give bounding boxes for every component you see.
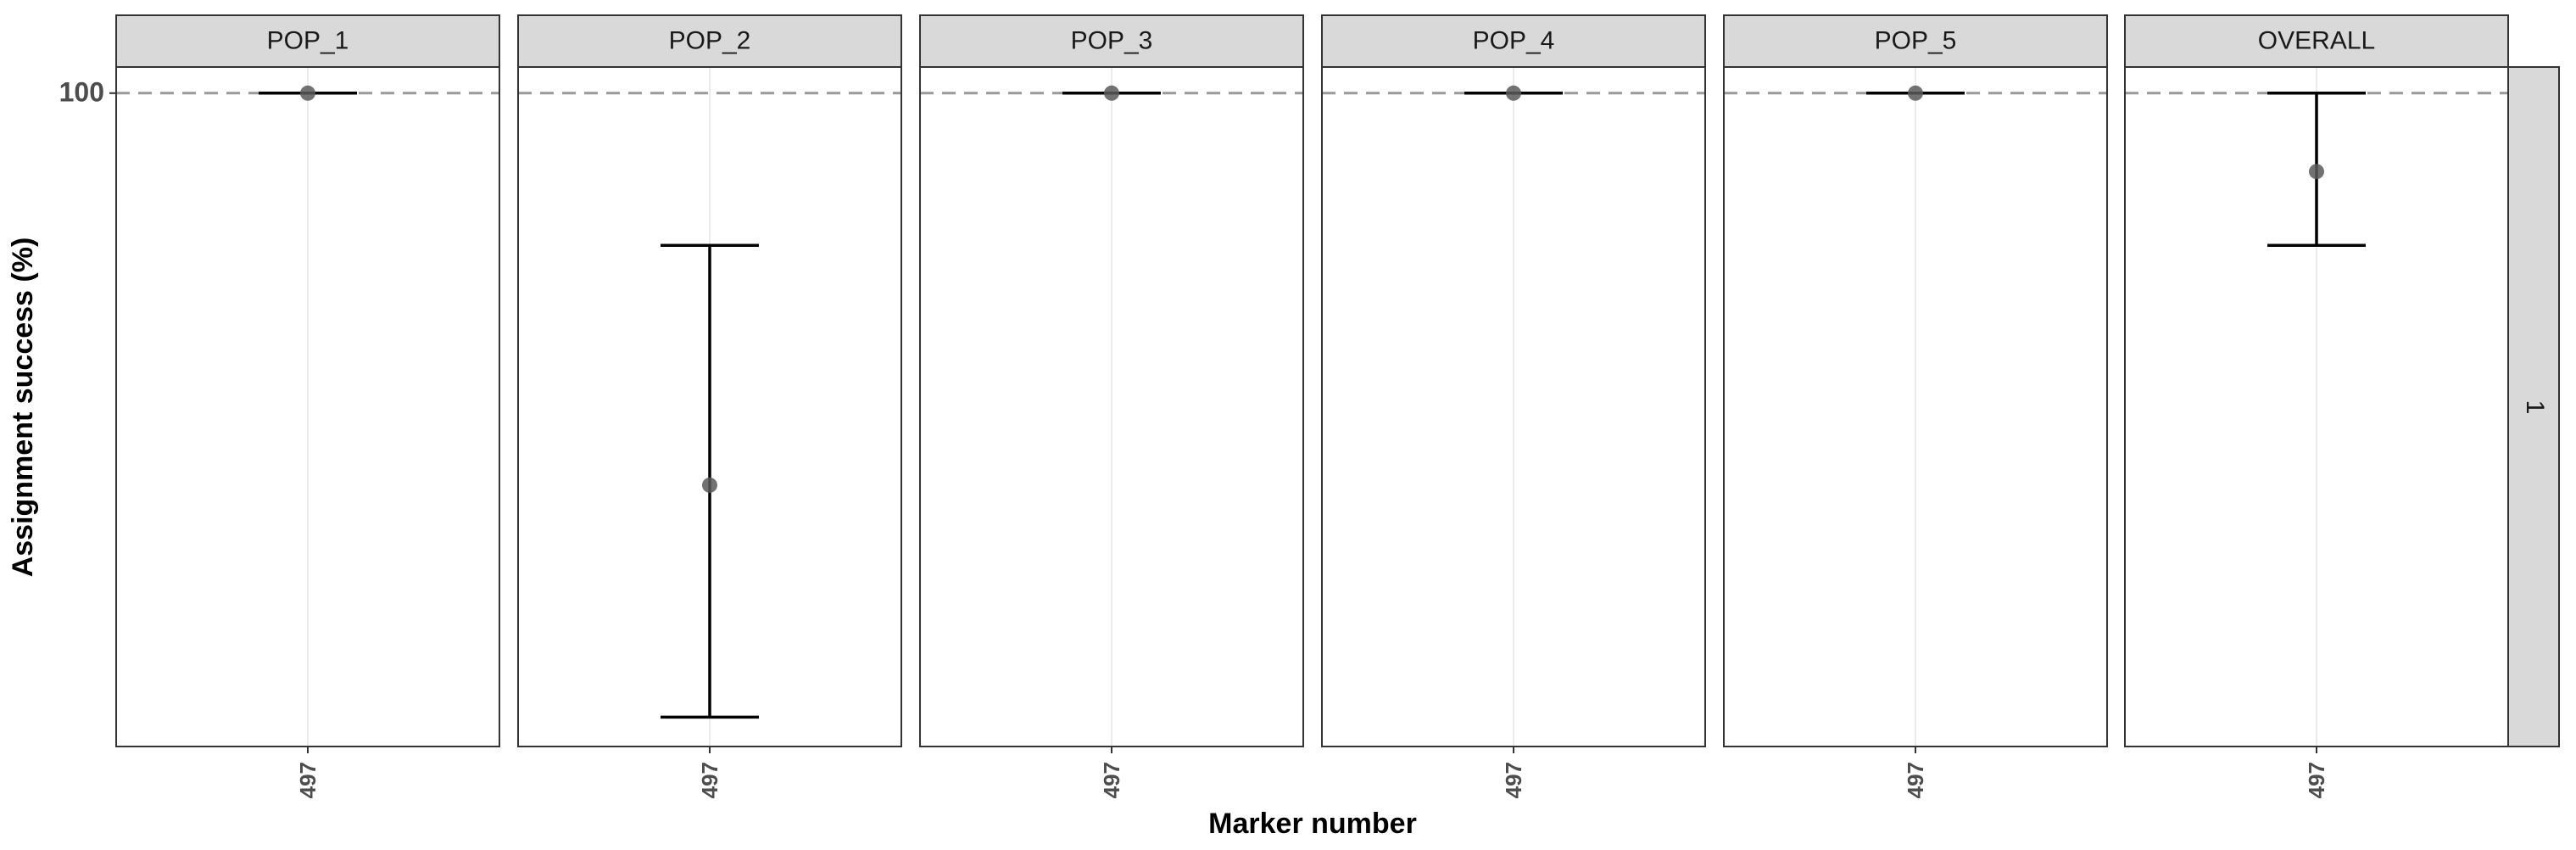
x-tick-label: 497 <box>295 762 321 798</box>
data-point <box>2309 164 2324 180</box>
y-tick-label: 100 <box>59 76 104 107</box>
row-strip-background <box>2507 66 2560 747</box>
facet-strip-label: POP_2 <box>669 26 751 54</box>
facet-strip-label: POP_5 <box>1875 26 1957 54</box>
data-point <box>300 85 315 101</box>
facet-strip-label: POP_3 <box>1071 26 1153 54</box>
row-strip-label: 1 <box>2521 400 2549 415</box>
x-axis-title: Marker number <box>1208 808 1417 840</box>
x-tick-label: 497 <box>2304 762 2329 798</box>
x-tick-label: 497 <box>1903 762 1928 798</box>
x-tick-label: 497 <box>697 762 722 798</box>
facet-panel: POP_4 497 <box>1321 14 1706 798</box>
facet-strip <box>1321 14 1706 68</box>
x-tick-label: 497 <box>1501 762 1526 798</box>
facet-panel: OVERALL 497 <box>2124 14 2509 798</box>
row-strip: 1 <box>2507 66 2560 747</box>
data-point <box>1908 85 1923 101</box>
facet-panel: POP_3 497 <box>919 14 1304 798</box>
data-point <box>702 477 717 493</box>
x-tick-label: 497 <box>1099 762 1124 798</box>
facet-panel: POP_1 497 <box>115 14 500 798</box>
facet-strip <box>115 14 500 68</box>
y-axis: 100 <box>59 76 116 107</box>
facet-strip-label: POP_1 <box>267 26 349 54</box>
facet-strip-label: OVERALL <box>2258 26 2375 54</box>
facet-strip <box>517 14 902 68</box>
data-point <box>1506 85 1521 101</box>
facet-strip <box>1723 14 2108 68</box>
facet-strip <box>919 14 1304 68</box>
y-axis-title: Assignment success (%) <box>7 238 39 578</box>
facet-panel: POP_5 497 <box>1723 14 2108 798</box>
facet-strip-label: POP_4 <box>1473 26 1555 54</box>
data-point <box>1104 85 1119 101</box>
panels-layer: POP_1 497 POP_2 497 POP_3 497 POP_4 497 POP_5 497… <box>115 14 2509 798</box>
facet-panel: POP_2 497 <box>517 14 902 798</box>
